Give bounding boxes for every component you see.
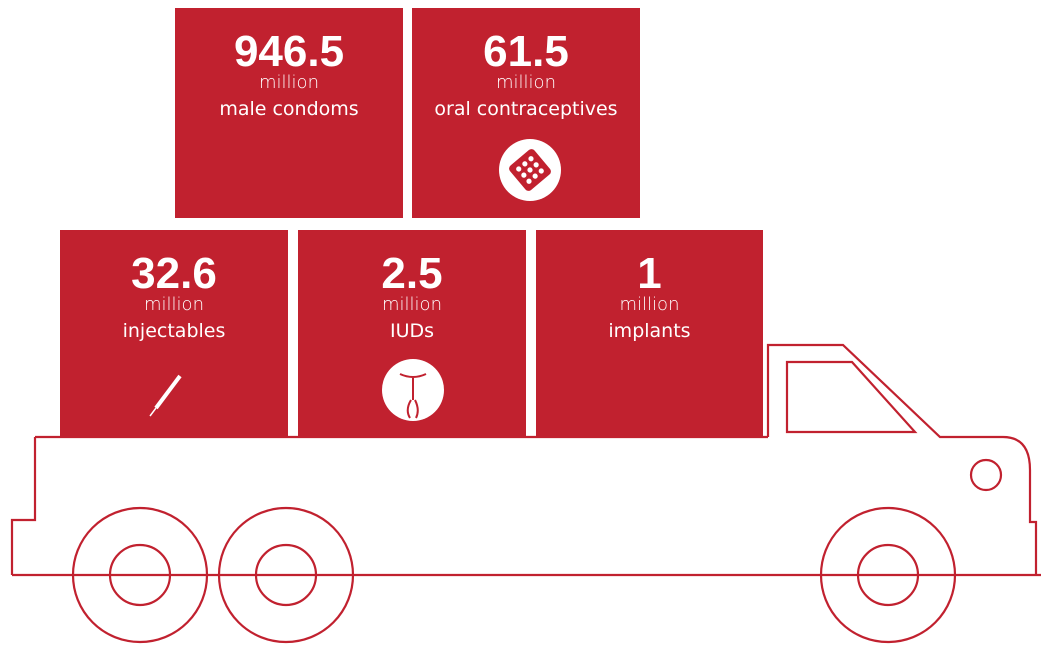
pill xyxy=(533,162,539,168)
pill-icon xyxy=(499,139,561,201)
quantity: 2.5 xyxy=(381,249,442,298)
pill xyxy=(526,178,532,184)
box xyxy=(536,230,763,437)
iud xyxy=(399,373,427,419)
unit: million xyxy=(144,294,204,315)
wheel-hub xyxy=(856,543,920,607)
headlight xyxy=(969,458,1003,492)
pill xyxy=(532,173,538,179)
unit: million xyxy=(382,294,442,315)
iud-icon xyxy=(382,359,444,421)
product-label: oral contraceptives xyxy=(434,98,617,120)
unit: million xyxy=(496,72,556,93)
product-label: implants xyxy=(608,320,690,342)
product-label: injectables xyxy=(123,320,226,342)
unit: million xyxy=(620,294,680,315)
pill xyxy=(516,166,522,172)
quantity: 946.5 xyxy=(234,27,344,76)
product-label: IUDs xyxy=(390,320,434,342)
pill xyxy=(521,172,527,178)
pill xyxy=(538,168,544,174)
wheel-hub xyxy=(108,543,172,607)
pill xyxy=(522,161,528,167)
syringe xyxy=(154,374,182,410)
quantity: 32.6 xyxy=(131,249,217,298)
quantity: 1 xyxy=(637,249,661,298)
pill xyxy=(528,156,534,162)
wheel xyxy=(71,506,209,644)
wheel xyxy=(217,506,355,644)
quantity: 61.5 xyxy=(483,27,569,76)
syringe-icon xyxy=(149,374,182,417)
wheel xyxy=(819,506,957,644)
unit: million xyxy=(259,72,319,93)
truck-window xyxy=(785,360,918,434)
box xyxy=(175,8,403,218)
box xyxy=(60,230,288,437)
pill xyxy=(527,167,533,173)
product-label: male condoms xyxy=(219,98,358,120)
needle xyxy=(149,407,157,417)
wheel-hub xyxy=(254,543,318,607)
